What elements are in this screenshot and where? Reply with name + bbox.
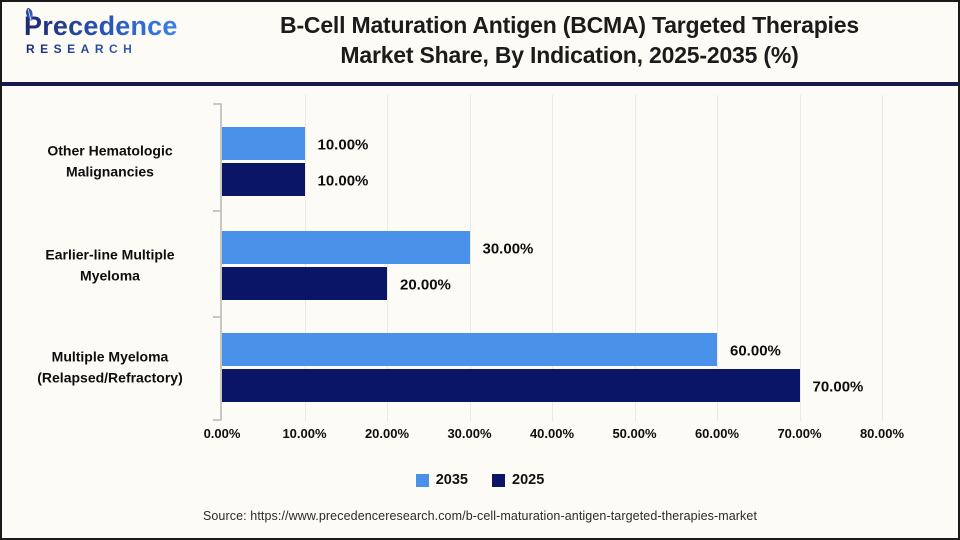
legend-item-2035: 2035 [415,472,468,488]
bar-2035 [222,333,717,366]
bar-value-label: 20.00% [400,276,451,293]
source-text: Source: https://www.precedenceresearch.c… [202,509,758,523]
grid-line [882,95,883,421]
y-axis-line [220,103,222,421]
y-axis-tick [213,103,220,105]
x-tick-label: 50.00% [612,426,657,441]
x-tick-label: 0.00% [203,426,241,441]
grid-line [799,95,801,421]
header: Precedence RESEARCH B-Cell Maturation An… [2,2,958,82]
header-divider [2,82,958,86]
x-tick-label: 60.00% [694,426,740,441]
legend: 2035 2025 [2,472,958,488]
bar-value-label: 70.00% [812,378,864,395]
category-label: Other Hematologic Malignancies [47,141,173,180]
x-tick-label: 10.00% [282,426,327,441]
legend-swatch-2035 [415,473,429,487]
leaf-icon [26,7,33,22]
grid-line [552,95,553,421]
bar-2025 [222,267,387,300]
x-tick-label: 80.00% [859,426,905,441]
bar-value-label: 30.00% [482,240,534,257]
bar-value-label: 60.00% [730,342,781,359]
bar-2035 [222,231,470,264]
bar-2025 [222,163,305,196]
x-tick-label: 20.00% [364,426,410,441]
x-tick-label: 40.00% [529,426,575,441]
category-label: Earlier-line Multiple Myeloma [45,245,175,284]
y-axis-tick [213,419,220,421]
grid-line [469,95,471,421]
grid-line [717,95,718,421]
category-label: Multiple Myeloma (Relapsed/Refractory) [37,347,183,386]
legend-label: 2035 [435,472,468,488]
grid-line [634,95,636,421]
logo-brand-text: Precedence [24,11,178,41]
legend-label: 2025 [512,472,545,488]
bar-2025 [222,369,800,402]
precedence-research-logo: Precedence RESEARCH [24,7,194,55]
chart-title-line2: Market Share, By Indication, 2025-2035 (… [340,41,799,68]
logo-research-text: RESEARCH [26,43,194,55]
chart-title-line1: B-Cell Maturation Antigen (BCMA) Targete… [280,12,859,38]
legend-item-2025: 2025 [492,472,544,488]
legend-swatch-2025 [492,473,505,487]
x-tick-label: 30.00% [447,426,492,441]
chart-title: B-Cell Maturation Antigen (BCMA) Targete… [197,11,942,71]
y-axis-tick [213,316,220,318]
y-axis-tick [213,210,220,212]
bar-value-label: 10.00% [317,172,369,189]
plot-area: 0.00% 10.00% 20.00% 30.00% 40.00% 50.00% 60.00… [2,88,958,446]
x-tick-label: 70.00% [777,426,822,441]
bar-value-label: 10.00% [317,136,369,153]
bar-2035 [222,127,305,160]
